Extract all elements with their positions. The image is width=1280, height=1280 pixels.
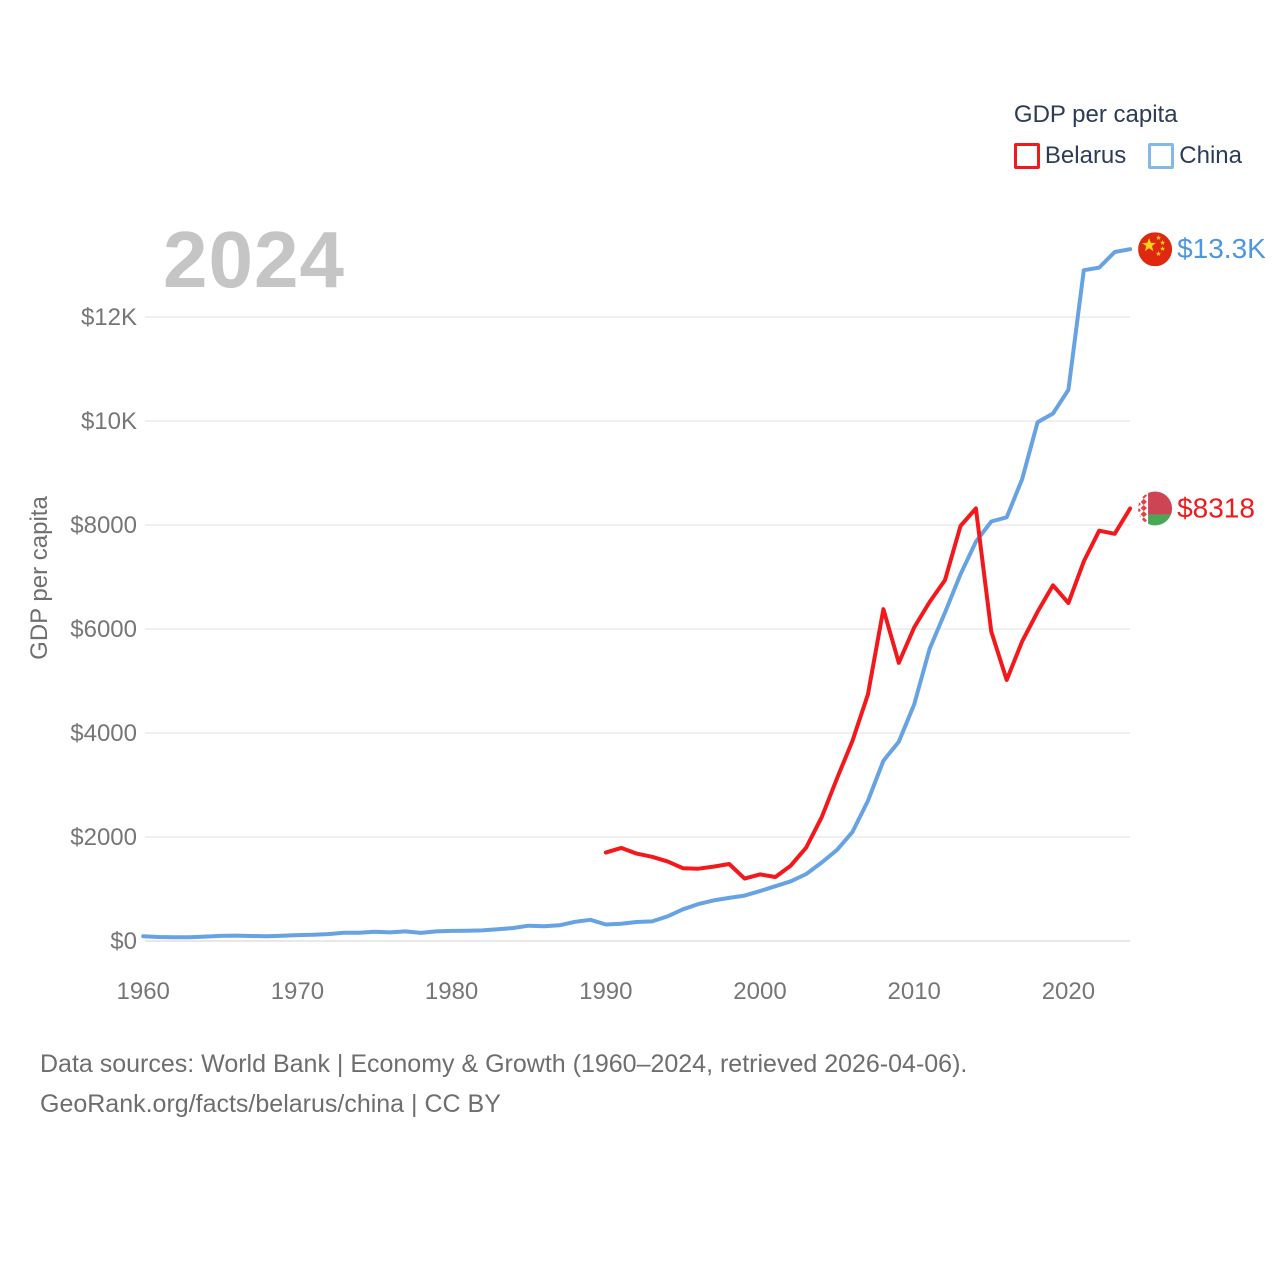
legend-items: Belarus China [1013,141,1242,170]
belarus-swatch-icon [1013,142,1040,169]
gdp-line-chart: $0 $2000 $4000 $6000 $8000 $10K $12K 1960 1970 19… [26,232,1266,1005]
x-tick-label: 1990 [579,978,632,1005]
legend-item-label: Belarus [1044,141,1127,169]
x-tick-label: 2000 [733,978,786,1005]
attribution-text: GeoRank.org/facts/belarus/china | CC BY [40,1090,501,1118]
x-tick-label: 2020 [1042,978,1095,1005]
x-tick-label: 1980 [425,978,478,1005]
y-tick-label: $8000 [70,512,137,539]
legend-title: GDP per capita [1013,101,1178,128]
legend-item-belarus[interactable]: Belarus [1013,141,1127,170]
china-line [141,247,1133,940]
y-axis-label: GDP per capita [26,496,53,660]
legend-item-label: China [1179,141,1242,169]
year-watermark: 2024 [163,215,345,304]
y-tick-label: $2000 [70,824,137,851]
belarus-end-label: $8318 [1177,492,1255,523]
x-tick-label: 1960 [117,978,170,1005]
belarus-flag-icon [1138,491,1173,526]
china-flag-icon [1138,232,1173,267]
legend: GDP per capita Belarus China [1013,101,1242,170]
y-tick-label: $6000 [70,616,137,643]
legend-item-china[interactable]: China [1148,142,1242,170]
footer: Data sources: World Bank | Economy & Gro… [40,1044,967,1124]
y-tick-label: $4000 [70,720,137,747]
data-sources-text: Data sources: World Bank | Economy & Gro… [40,1050,968,1078]
x-tick-label: 2010 [888,978,941,1005]
china-end-label: $13.3K [1177,233,1266,264]
y-tick-label: $10K [81,408,137,435]
china-swatch-icon [1148,142,1175,169]
y-tick-label: $0 [110,928,137,955]
y-tick-label: $12K [81,304,137,331]
belarus-line [603,506,1133,881]
x-tick-label: 1970 [271,978,324,1005]
